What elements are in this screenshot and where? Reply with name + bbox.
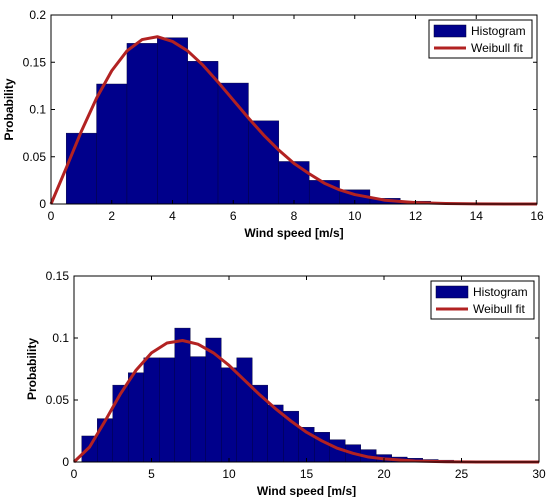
y-tick-label: 0.05 bbox=[23, 150, 47, 164]
x-tick-label: 4 bbox=[169, 209, 176, 223]
y-tick-label: 0.1 bbox=[52, 331, 69, 345]
histogram-bar bbox=[190, 356, 206, 463]
x-tick-label: 25 bbox=[455, 467, 469, 481]
x-tick-label: 2 bbox=[108, 209, 115, 223]
histogram-bar bbox=[283, 410, 299, 463]
weibull-fit-line bbox=[72, 338, 539, 464]
legend-histogram-label: Histogram bbox=[471, 24, 526, 38]
x-tick-label: 12 bbox=[409, 209, 423, 223]
y-tick-label: 0.2 bbox=[29, 8, 46, 22]
y-tick-label: 0.1 bbox=[29, 103, 46, 117]
x-tick-label: 8 bbox=[291, 209, 298, 223]
y-tick-label: 0.15 bbox=[46, 269, 70, 283]
histogram-bar bbox=[65, 132, 97, 205]
x-tick-label: 14 bbox=[470, 209, 484, 223]
x-tick-label: 6 bbox=[230, 209, 237, 223]
legend: Histogram Weibull fit bbox=[428, 19, 533, 59]
x-tick-label: 5 bbox=[148, 467, 155, 481]
y-tick-label: 0.15 bbox=[23, 55, 47, 69]
x-tick-label: 10 bbox=[348, 209, 362, 223]
histogram-bar bbox=[157, 37, 188, 205]
histogram-bar bbox=[159, 357, 175, 463]
x-tick-label: 10 bbox=[222, 467, 236, 481]
legend-box bbox=[430, 280, 535, 320]
histogram-bar bbox=[97, 418, 113, 463]
x-tick-label: 15 bbox=[300, 467, 314, 481]
histogram-bar bbox=[278, 161, 310, 205]
histogram-bar bbox=[126, 43, 158, 205]
y-axis-label: Probability bbox=[25, 338, 39, 400]
histogram-bar bbox=[128, 372, 144, 463]
histogram-bar bbox=[221, 367, 237, 463]
histogram-bar bbox=[143, 357, 160, 463]
histogram-bar bbox=[96, 83, 128, 205]
weibull-fit-line bbox=[49, 35, 537, 206]
x-tick-label: 16 bbox=[530, 209, 544, 223]
legend-histogram-swatch bbox=[433, 24, 467, 38]
chart-panel-2: 0 5 10 15 20 25 30 0 0.05 0.1 0.15 Wind speed [m/s]… bbox=[25, 269, 546, 497]
y-tick-label: 0 bbox=[62, 455, 69, 469]
x-tick-label: 30 bbox=[532, 467, 546, 481]
x-tick-label: 0 bbox=[71, 467, 78, 481]
y-tick-label: 0 bbox=[39, 197, 46, 211]
histogram-bar bbox=[217, 82, 249, 205]
legend-fit-label: Weibull fit bbox=[473, 302, 525, 316]
x-tick-label: 20 bbox=[377, 467, 391, 481]
chart-panel-1: 0 2 4 6 8 10 12 14 16 0 0.05 0.1 0.15 0.2 Wind speed [… bbox=[2, 8, 544, 240]
x-axis-label: Wind speed [m/s] bbox=[257, 484, 356, 497]
legend-histogram-swatch bbox=[435, 285, 469, 299]
legend-histogram-label: Histogram bbox=[473, 285, 528, 299]
legend: Histogram Weibull fit bbox=[430, 280, 535, 320]
x-axis-label: Wind speed [m/s] bbox=[244, 226, 343, 240]
x-tick-label: 0 bbox=[48, 209, 55, 223]
y-axis-label: Probability bbox=[2, 78, 16, 140]
histogram-bar bbox=[187, 61, 219, 205]
y-tick-label: 0.05 bbox=[46, 393, 70, 407]
histogram-bar bbox=[174, 327, 191, 463]
legend-fit-label: Weibull fit bbox=[471, 41, 523, 55]
